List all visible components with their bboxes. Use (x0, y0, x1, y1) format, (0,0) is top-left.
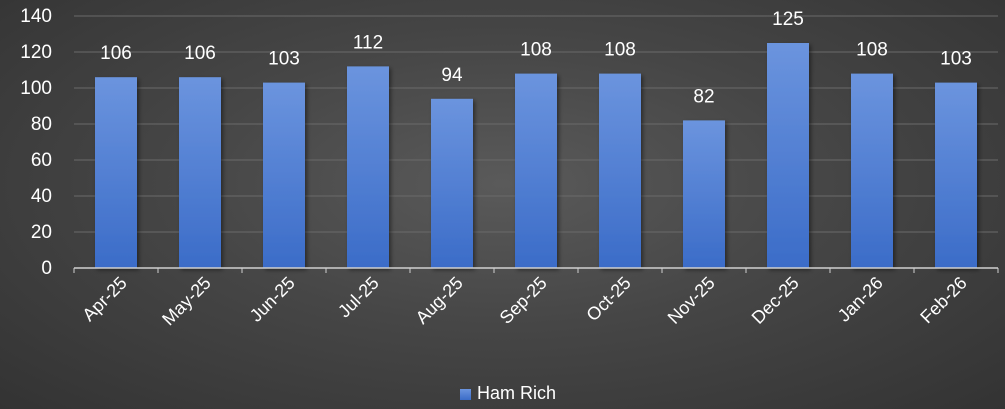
y-tick-label: 80 (31, 114, 52, 135)
bar-dec-25 (767, 43, 809, 268)
data-label: 106 (100, 43, 132, 64)
x-tick-label: Sep-25 (496, 273, 551, 328)
data-label: 103 (940, 49, 972, 70)
data-label: 94 (441, 65, 463, 86)
legend-label-ham-rich: Ham Rich (477, 383, 556, 403)
y-tick-label: 100 (20, 78, 52, 99)
x-axis: Apr-25 May-25 Jun-25 Jul-25 Aug-25 Sep-25 Oct-… (73, 267, 999, 330)
bar-jun-25 (263, 82, 305, 268)
y-tick-label: 140 (20, 6, 52, 27)
x-tick-label: Jan-26 (834, 273, 887, 326)
x-tick-label: Apr-25 (78, 273, 130, 325)
data-label: 82 (693, 86, 714, 107)
data-label: 108 (604, 40, 636, 61)
legend: Ham Rich (460, 383, 556, 403)
bar-feb-26 (935, 82, 977, 268)
y-tick-label: 20 (31, 222, 52, 243)
bar-aug-25 (431, 98, 473, 268)
y-tick-label: 60 (31, 150, 52, 171)
x-tick-label: Feb-26 (916, 273, 970, 327)
data-label: 103 (268, 49, 300, 70)
y-tick-label: 40 (31, 186, 52, 207)
data-label: 108 (520, 40, 552, 61)
bar-sep-25 (515, 73, 557, 268)
x-tick-label: Jun-25 (246, 273, 299, 326)
y-axis: 0 20 40 60 80 100 120 140 (20, 6, 52, 279)
data-label: 108 (856, 40, 888, 61)
x-tick-label: Oct-25 (582, 273, 634, 325)
data-label: 112 (353, 32, 383, 53)
legend-swatch-ham-rich (460, 389, 471, 400)
x-tick-label: Aug-25 (412, 273, 467, 328)
x-tick-label: May-25 (158, 273, 215, 330)
bar-apr-25 (95, 77, 137, 268)
x-tick-label: Nov-25 (664, 273, 719, 328)
data-label: 106 (184, 43, 216, 64)
x-tick-label: Dec-25 (748, 273, 803, 328)
bars (95, 43, 977, 269)
data-labels: 106 106 103 112 94 108 108 82 125 108 103 (100, 9, 972, 107)
bar-jul-25 (347, 66, 389, 269)
bar-jan-26 (851, 73, 893, 268)
bar-nov-25 (683, 120, 725, 269)
x-tick-label: Jul-25 (334, 273, 383, 322)
y-tick-label: 0 (41, 258, 52, 279)
y-tick-label: 120 (20, 42, 52, 63)
data-label: 125 (772, 9, 804, 30)
bar-oct-25 (599, 73, 641, 268)
bar-may-25 (179, 77, 221, 268)
